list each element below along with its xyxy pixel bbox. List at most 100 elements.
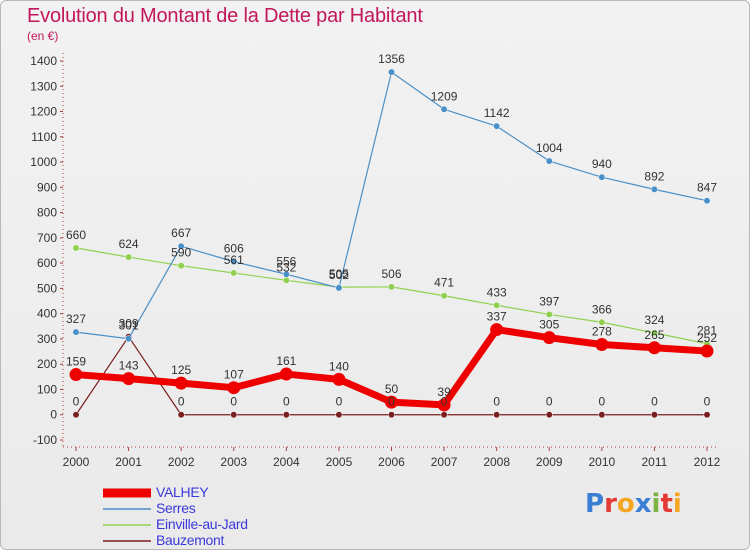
data-label-bauzemont: 309 bbox=[119, 317, 139, 331]
y-tick-label: 1200 bbox=[30, 105, 57, 119]
data-point-serres bbox=[230, 258, 238, 266]
data-point-valhey bbox=[542, 331, 556, 345]
data-label-serres: 327 bbox=[66, 312, 86, 326]
logo-letter: i bbox=[672, 489, 682, 519]
legend-label-serres: Serres bbox=[156, 500, 196, 516]
data-label-bauzemont: 0 bbox=[73, 395, 80, 409]
data-label-valhey: 252 bbox=[697, 331, 717, 345]
y-tick-label: 900 bbox=[37, 180, 57, 194]
data-point-valhey bbox=[647, 341, 661, 355]
data-label-bauzemont: 0 bbox=[283, 395, 290, 409]
data-label-serres: 1209 bbox=[431, 89, 458, 103]
y-tick-label: 0 bbox=[50, 408, 57, 422]
legend-swatch-einville bbox=[103, 524, 151, 526]
logo-letter: i bbox=[651, 489, 661, 519]
data-label-bauzemont: 0 bbox=[178, 395, 185, 409]
data-point-valhey bbox=[174, 376, 188, 390]
x-tick-label: 2010 bbox=[588, 455, 615, 469]
data-point-einville-au-jard bbox=[598, 318, 606, 326]
y-tick-label: 1400 bbox=[30, 54, 57, 68]
data-point-serres bbox=[388, 68, 395, 76]
data-point-valhey bbox=[332, 372, 346, 386]
y-tick-label: 1100 bbox=[31, 130, 57, 144]
data-point-valhey bbox=[700, 344, 714, 358]
x-tick-label: 2000 bbox=[63, 455, 90, 469]
data-point-serres bbox=[493, 122, 501, 130]
data-label-valhey: 50 bbox=[385, 382, 399, 396]
data-label-valhey: 140 bbox=[329, 359, 349, 373]
data-label-serres: 606 bbox=[224, 242, 244, 256]
data-point-serres bbox=[282, 270, 290, 278]
data-label-serres: 301 bbox=[119, 319, 139, 333]
data-label-bauzemont: 0 bbox=[598, 395, 605, 409]
data-label-serres: 556 bbox=[276, 254, 296, 268]
data-point-serres bbox=[335, 284, 343, 292]
data-label-einville-au-jard: 506 bbox=[381, 267, 401, 281]
data-label-einville-au-jard: 505 bbox=[329, 267, 349, 281]
data-label-einville-au-jard: 532 bbox=[276, 260, 296, 274]
data-label-valhey: 265 bbox=[644, 328, 664, 342]
logo-letter: o bbox=[616, 489, 635, 519]
data-point-valhey bbox=[69, 368, 83, 382]
data-point-serres bbox=[703, 197, 711, 205]
data-label-serres: 892 bbox=[644, 169, 664, 183]
logo-letter: r bbox=[604, 489, 617, 519]
data-point-serres bbox=[177, 242, 185, 250]
data-label-serres: 940 bbox=[592, 157, 612, 171]
data-label-einville-au-jard: 471 bbox=[434, 276, 454, 290]
data-label-valhey: 39 bbox=[437, 385, 451, 399]
logo-letter: t bbox=[660, 489, 673, 519]
data-point-bauzemont bbox=[598, 411, 606, 419]
data-point-valhey bbox=[227, 381, 241, 395]
data-label-valhey: 305 bbox=[539, 318, 559, 332]
series-line-serres bbox=[75, 71, 708, 340]
data-point-einville-au-jard bbox=[177, 262, 185, 270]
data-point-bauzemont bbox=[177, 411, 185, 419]
y-tick-label: 800 bbox=[37, 206, 57, 220]
data-label-bauzemont: 0 bbox=[388, 395, 395, 409]
data-label-serres: 667 bbox=[171, 226, 191, 240]
data-point-einville-au-jard bbox=[388, 283, 395, 291]
data-label-einville-au-jard: 281 bbox=[697, 324, 717, 338]
data-point-serres bbox=[72, 328, 80, 336]
y-tick-label: 500 bbox=[37, 281, 57, 295]
data-label-bauzemont: 0 bbox=[441, 395, 448, 409]
data-label-einville-au-jard: 590 bbox=[171, 246, 191, 260]
data-label-valhey: 107 bbox=[224, 368, 244, 382]
data-label-valhey: 159 bbox=[66, 355, 86, 369]
data-label-serres: 847 bbox=[697, 181, 717, 195]
y-tick-label: 1300 bbox=[30, 79, 57, 93]
data-label-bauzemont: 0 bbox=[651, 395, 658, 409]
data-label-valhey: 161 bbox=[276, 354, 296, 368]
data-point-bauzemont bbox=[230, 411, 238, 419]
data-label-einville-au-jard: 433 bbox=[487, 285, 507, 299]
data-label-valhey: 143 bbox=[119, 359, 139, 373]
data-label-bauzemont: 0 bbox=[493, 395, 500, 409]
data-label-einville-au-jard: 561 bbox=[224, 253, 244, 267]
data-point-bauzemont bbox=[545, 411, 553, 419]
data-label-serres: 1004 bbox=[536, 141, 563, 155]
y-tick-label: 1000 bbox=[30, 155, 57, 169]
data-label-einville-au-jard: 397 bbox=[539, 294, 559, 308]
data-point-einville-au-jard bbox=[125, 253, 133, 261]
data-point-serres bbox=[545, 157, 553, 165]
x-tick-label: 2012 bbox=[694, 455, 721, 469]
y-tick-label: 700 bbox=[37, 231, 57, 245]
data-label-einville-au-jard: 366 bbox=[592, 302, 612, 316]
x-tick-label: 2011 bbox=[642, 455, 668, 469]
legend-swatch-serres bbox=[103, 508, 151, 510]
x-tick-label: 2009 bbox=[536, 455, 563, 469]
x-tick-label: 2005 bbox=[326, 455, 353, 469]
data-point-valhey bbox=[122, 372, 136, 386]
chart-title: Evolution du Montant de la Dette par Hab… bbox=[27, 5, 423, 27]
data-point-bauzemont bbox=[440, 411, 448, 419]
data-point-bauzemont bbox=[493, 411, 501, 419]
series-line-einville-au-jard bbox=[75, 247, 708, 345]
legend-label-einville: Einville-au-Jard bbox=[156, 516, 248, 532]
x-tick-label: 2003 bbox=[220, 455, 247, 469]
legend-label-bauzemont: Bauzemont bbox=[156, 532, 225, 548]
y-tick-label: 400 bbox=[37, 307, 57, 321]
proxiti-logo: Proxiti bbox=[585, 489, 682, 519]
